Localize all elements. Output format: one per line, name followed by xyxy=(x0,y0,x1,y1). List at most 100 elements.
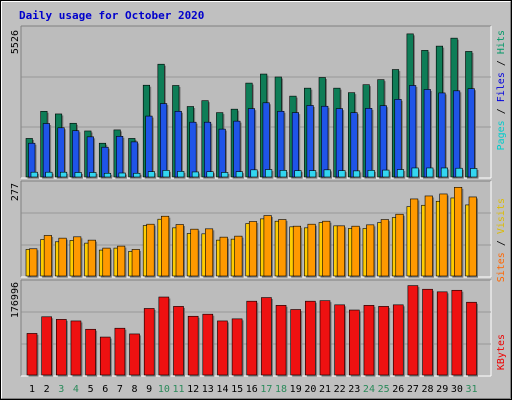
kbytes-bar-27 xyxy=(407,285,419,376)
day-label-6: 6 xyxy=(102,384,108,395)
files-bar-12 xyxy=(189,121,197,178)
files-bar-24 xyxy=(365,108,373,178)
legend-kbytes: KBytes xyxy=(496,334,507,370)
kbytes-panel xyxy=(20,279,492,377)
sites-bar-27 xyxy=(410,198,419,277)
day-label-23: 23 xyxy=(348,384,360,395)
files-bar-19 xyxy=(291,112,300,178)
pages-bar-3 xyxy=(59,171,68,178)
day-labels: 1 2 3 4 5 6 7 8 9 10 11 12 13 14 15 16 17 18 19 20 21 22 23 24 2… xyxy=(29,384,478,395)
sites-bar-17 xyxy=(263,215,272,277)
files-bar-27 xyxy=(409,85,417,178)
sites-bar-25 xyxy=(380,219,389,277)
pages-bar-18 xyxy=(279,170,287,178)
kbytes-bar-26 xyxy=(392,304,404,376)
pages-bar-1 xyxy=(30,171,38,178)
sites-bar-4 xyxy=(73,236,82,277)
sites-bar-29 xyxy=(439,193,448,277)
files-bar-22 xyxy=(335,108,343,178)
kbytes-bar-10 xyxy=(158,296,170,376)
day-label-22: 22 xyxy=(334,384,346,395)
day-label-16: 16 xyxy=(246,384,258,395)
legend-visits: Visits xyxy=(496,198,507,234)
day-label-13: 13 xyxy=(202,384,214,395)
pages-bar-10 xyxy=(162,170,170,178)
files-bar-17 xyxy=(262,102,270,178)
sites-bar-26 xyxy=(395,213,404,277)
hits-ymax-label: 5526 xyxy=(10,30,21,54)
day-label-24: 24 xyxy=(363,384,375,395)
files-bar-9 xyxy=(145,115,153,178)
pages-bar-19 xyxy=(294,170,302,178)
files-bar-29 xyxy=(438,92,446,178)
sites-bar-12 xyxy=(190,228,199,277)
day-label-7: 7 xyxy=(117,384,123,395)
sites-bar-6 xyxy=(102,247,111,277)
pages-bar-7 xyxy=(118,172,126,178)
sites-bar-7 xyxy=(117,245,126,277)
legend-sites: Sites xyxy=(496,252,507,282)
kbytes-bar-25 xyxy=(378,306,389,376)
day-label-17: 17 xyxy=(260,384,272,395)
kbytes-bar-29 xyxy=(436,291,448,376)
kbytes-bar-9 xyxy=(143,308,155,376)
day-label-18: 18 xyxy=(275,384,287,395)
day-label-14: 14 xyxy=(216,384,228,395)
pages-bar-30 xyxy=(455,167,463,178)
pages-bar-31 xyxy=(470,168,478,178)
day-label-10: 10 xyxy=(158,384,170,395)
files-bar-14 xyxy=(218,128,226,178)
kbytes-legend: KBytes xyxy=(496,334,507,370)
files-bar-20 xyxy=(306,105,314,178)
pages-bar-24 xyxy=(367,170,375,178)
sites-bar-18 xyxy=(278,219,287,277)
pages-bar-17 xyxy=(265,169,273,178)
kbytes-bar-22 xyxy=(334,304,345,376)
kbytes-bar-14 xyxy=(217,320,228,376)
day-label-3: 3 xyxy=(58,384,64,395)
kbytes-bar-15 xyxy=(231,318,243,376)
kbytes-bar-31 xyxy=(466,301,477,376)
day-label-20: 20 xyxy=(304,384,316,395)
kbytes-bar-1 xyxy=(26,333,38,376)
kbytes-bar-20 xyxy=(305,300,316,376)
pages-bar-29 xyxy=(440,167,449,178)
pages-bar-15 xyxy=(235,171,243,178)
files-bar-5 xyxy=(86,136,94,178)
files-bar-2 xyxy=(42,123,50,178)
day-label-4: 4 xyxy=(73,384,79,395)
kbytes-bar-12 xyxy=(187,315,199,376)
kbytes-bar-28 xyxy=(422,288,433,376)
kbytes-bar-21 xyxy=(319,300,331,376)
sites-bar-9 xyxy=(146,223,155,277)
sites-bar-31 xyxy=(468,196,477,277)
day-label-27: 27 xyxy=(407,384,419,395)
sites-bar-22 xyxy=(336,225,345,277)
sites-bar-28 xyxy=(424,195,433,277)
files-bar-18 xyxy=(277,110,285,178)
files-bar-26 xyxy=(394,99,402,178)
day-label-15: 15 xyxy=(231,384,243,395)
day-label-12: 12 xyxy=(187,384,199,395)
sites-bar-2 xyxy=(43,235,52,277)
files-bar-8 xyxy=(130,141,138,178)
pages-bar-20 xyxy=(309,170,317,178)
legend-pages: Pages xyxy=(496,120,507,150)
day-label-26: 26 xyxy=(392,384,404,395)
kbytes-bar-19 xyxy=(290,309,302,376)
pages-bar-26 xyxy=(396,169,405,178)
kbytes-bar-6 xyxy=(99,336,111,376)
kbytes-bar-5 xyxy=(85,328,96,376)
kbytes-bar-16 xyxy=(246,300,258,376)
files-bar-16 xyxy=(247,108,256,178)
sites-bar-1 xyxy=(29,248,38,277)
day-label-21: 21 xyxy=(319,384,331,395)
pages-bar-23 xyxy=(352,170,361,178)
visits-panel xyxy=(20,180,492,278)
day-label-8: 8 xyxy=(132,384,138,395)
files-bar-4 xyxy=(72,130,80,178)
pages-bar-25 xyxy=(382,169,390,178)
day-label-2: 2 xyxy=(44,384,50,395)
day-label-30: 30 xyxy=(451,384,463,395)
